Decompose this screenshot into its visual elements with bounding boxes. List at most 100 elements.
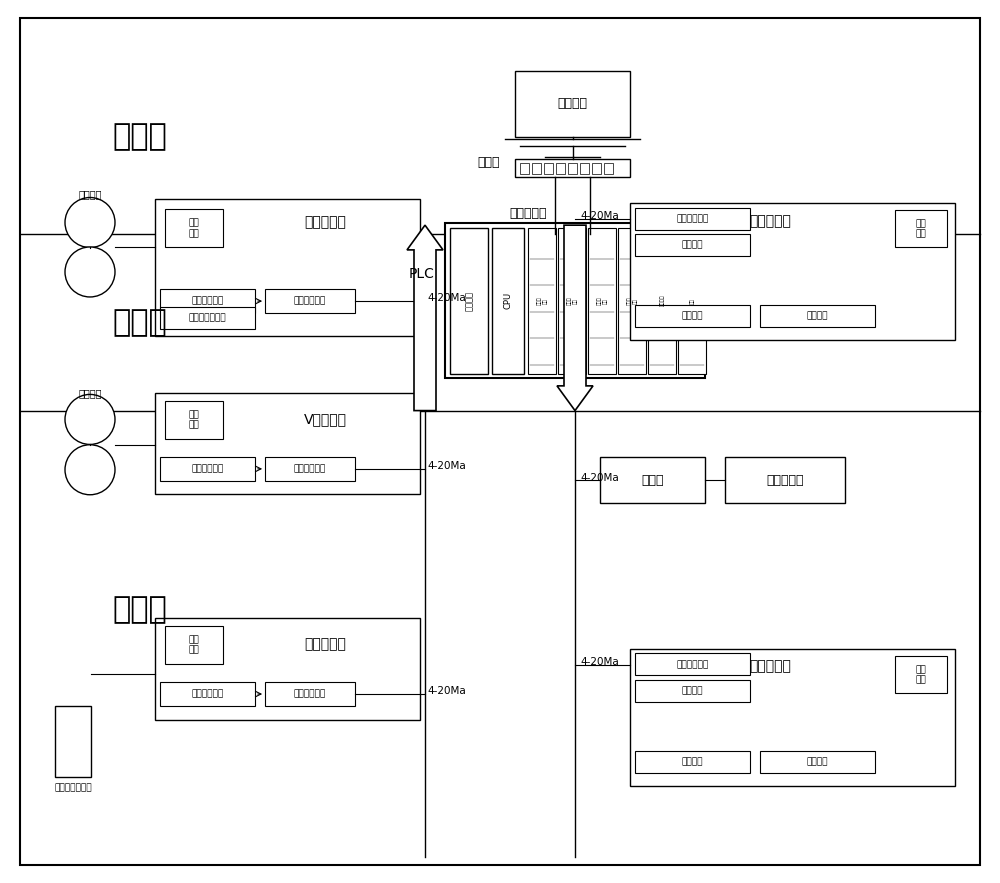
FancyBboxPatch shape	[165, 626, 223, 664]
Text: 光学高温计: 光学高温计	[304, 638, 346, 652]
FancyBboxPatch shape	[556, 163, 565, 174]
FancyBboxPatch shape	[635, 305, 750, 327]
Text: 4-20Ma: 4-20Ma	[580, 211, 619, 222]
FancyBboxPatch shape	[165, 209, 223, 247]
FancyBboxPatch shape	[558, 228, 586, 374]
Text: 执行单元: 执行单元	[807, 311, 828, 321]
Text: PLC: PLC	[409, 267, 435, 281]
Text: 执行层: 执行层	[113, 595, 167, 623]
Text: 数字量
输入: 数字量 输入	[597, 297, 607, 305]
Text: 以太网通讯: 以太网通讯	[509, 208, 547, 220]
FancyBboxPatch shape	[635, 680, 750, 702]
Text: 煤气调节阀: 煤气调节阀	[749, 214, 791, 228]
FancyBboxPatch shape	[265, 289, 355, 313]
Text: 信号输出单元: 信号输出单元	[294, 464, 326, 473]
Text: 电源模块: 电源模块	[464, 291, 474, 311]
Text: 模拟量
输出: 模拟量 输出	[567, 297, 577, 305]
FancyBboxPatch shape	[678, 228, 706, 374]
FancyBboxPatch shape	[55, 706, 90, 777]
Text: 交换机: 交换机	[478, 156, 500, 169]
FancyBboxPatch shape	[445, 223, 705, 378]
Text: 检测单元: 检测单元	[682, 757, 703, 766]
Text: 煤气管道: 煤气管道	[78, 189, 102, 200]
FancyBboxPatch shape	[592, 163, 601, 174]
Ellipse shape	[65, 445, 115, 494]
FancyBboxPatch shape	[895, 210, 947, 247]
Ellipse shape	[65, 247, 115, 297]
FancyBboxPatch shape	[155, 199, 420, 336]
FancyBboxPatch shape	[520, 163, 529, 174]
FancyBboxPatch shape	[515, 71, 630, 137]
FancyBboxPatch shape	[630, 203, 955, 340]
FancyBboxPatch shape	[544, 163, 553, 174]
FancyBboxPatch shape	[450, 228, 488, 374]
FancyBboxPatch shape	[635, 751, 750, 773]
Text: 申源
模块: 申源 模块	[916, 219, 926, 238]
FancyBboxPatch shape	[895, 656, 947, 693]
FancyBboxPatch shape	[618, 228, 646, 374]
Ellipse shape	[65, 198, 115, 247]
Text: 信号输出单元: 信号输出单元	[294, 297, 326, 306]
FancyBboxPatch shape	[604, 163, 613, 174]
FancyBboxPatch shape	[528, 228, 556, 374]
FancyBboxPatch shape	[492, 228, 524, 374]
Text: 变频器: 变频器	[641, 474, 664, 487]
FancyBboxPatch shape	[630, 649, 955, 786]
FancyBboxPatch shape	[160, 307, 255, 329]
FancyBboxPatch shape	[160, 682, 255, 706]
Text: 4-20Ma: 4-20Ma	[427, 686, 466, 697]
Text: 旋转计量阀: 旋转计量阀	[766, 474, 804, 487]
Text: V锥流量计: V锥流量计	[304, 412, 347, 426]
FancyBboxPatch shape	[568, 163, 577, 174]
FancyBboxPatch shape	[760, 751, 875, 773]
Text: 控制检测单元: 控制检测单元	[191, 297, 224, 306]
FancyBboxPatch shape	[580, 163, 589, 174]
Text: 空气调节阀: 空气调节阀	[749, 660, 791, 674]
Text: 煤气预处理单元: 煤气预处理单元	[189, 313, 226, 323]
FancyBboxPatch shape	[600, 457, 705, 503]
Text: 电源
模块: 电源 模块	[189, 411, 199, 429]
FancyBboxPatch shape	[725, 457, 845, 503]
Text: 信号接收单元: 信号接收单元	[676, 660, 709, 669]
Text: 执行单元: 执行单元	[807, 757, 828, 766]
Text: 检测单元: 检测单元	[682, 311, 703, 321]
Text: 控制层: 控制层	[113, 308, 167, 336]
FancyBboxPatch shape	[265, 457, 355, 481]
FancyBboxPatch shape	[155, 618, 420, 720]
FancyBboxPatch shape	[635, 234, 750, 256]
Text: 控制单元: 控制单元	[682, 240, 703, 250]
FancyBboxPatch shape	[760, 305, 875, 327]
Text: 申源
模块: 申源 模块	[916, 665, 926, 684]
Text: 控制单元: 控制单元	[682, 686, 703, 696]
Text: 操作员站: 操作员站	[558, 97, 588, 110]
Text: 电源
模块: 电源 模块	[189, 219, 199, 238]
FancyBboxPatch shape	[635, 653, 750, 675]
FancyBboxPatch shape	[648, 228, 676, 374]
FancyBboxPatch shape	[532, 163, 541, 174]
FancyArrow shape	[407, 225, 443, 411]
Text: CPU: CPU	[504, 292, 512, 309]
Text: 窑体通道测温处: 窑体通道测温处	[54, 783, 92, 792]
FancyBboxPatch shape	[20, 18, 980, 865]
Text: 信号输出单元: 信号输出单元	[294, 690, 326, 698]
Ellipse shape	[65, 395, 115, 444]
Text: 管理层: 管理层	[113, 123, 167, 151]
Text: 4-20Ma: 4-20Ma	[580, 657, 619, 668]
Text: 4-20Ma: 4-20Ma	[580, 472, 619, 483]
Text: 信号接收单元: 信号接收单元	[676, 214, 709, 223]
FancyBboxPatch shape	[155, 393, 420, 494]
Text: 控制检测单元: 控制检测单元	[191, 464, 224, 473]
FancyBboxPatch shape	[160, 289, 255, 313]
Text: 电源
模块: 电源 模块	[189, 636, 199, 654]
FancyBboxPatch shape	[160, 457, 255, 481]
FancyBboxPatch shape	[265, 682, 355, 706]
Text: 煤气管道: 煤气管道	[78, 388, 102, 398]
Text: 通讯模块: 通讯模块	[660, 295, 664, 306]
Text: 控制检测单元: 控制检测单元	[191, 690, 224, 698]
FancyBboxPatch shape	[165, 401, 223, 439]
Text: 数字量
输出: 数字量 输出	[627, 297, 637, 305]
Text: 4-20Ma: 4-20Ma	[427, 292, 466, 303]
Text: 热值分析仪: 热值分析仪	[304, 215, 346, 230]
FancyArrow shape	[557, 225, 593, 411]
FancyBboxPatch shape	[635, 208, 750, 230]
